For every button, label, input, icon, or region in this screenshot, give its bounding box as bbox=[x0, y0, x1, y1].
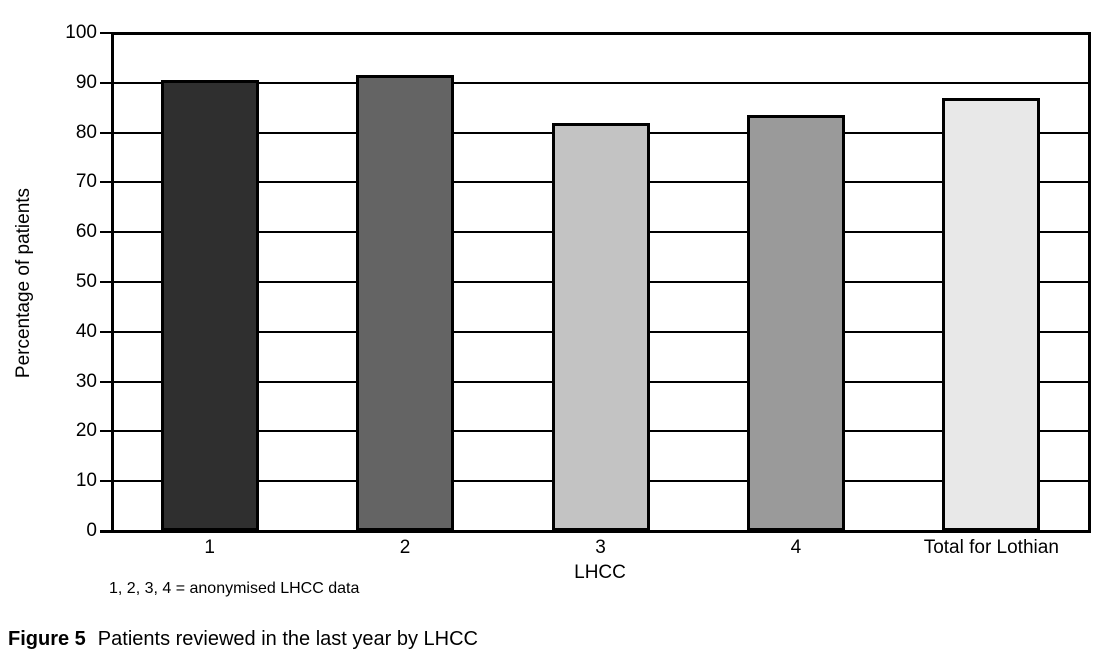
y-tick-label: 90 bbox=[75, 71, 97, 93]
bar-total-for-lothian bbox=[942, 97, 1041, 531]
bar-2 bbox=[356, 75, 455, 531]
x-axis-title: LHCC bbox=[574, 562, 626, 583]
bar-3 bbox=[551, 122, 650, 531]
figure-caption: Figure 5 Patients reviewed in the last ye… bbox=[8, 626, 478, 652]
y-axis-tick bbox=[100, 430, 112, 433]
y-tick-label: 60 bbox=[75, 221, 97, 243]
x-category-label: 3 bbox=[595, 537, 606, 558]
y-axis-tick bbox=[100, 181, 112, 184]
plot-right-border bbox=[1087, 33, 1091, 533]
bar-4 bbox=[746, 115, 845, 531]
figure-caption-label: Figure 5 bbox=[8, 628, 86, 650]
y-axis-tick bbox=[100, 231, 112, 234]
x-axis-line bbox=[100, 529, 1091, 533]
y-axis-tick bbox=[100, 281, 112, 283]
y-axis-tick bbox=[100, 131, 112, 134]
y-tick-label: 100 bbox=[65, 22, 97, 43]
y-axis-line bbox=[110, 33, 114, 533]
y-tick-label: 40 bbox=[75, 320, 97, 342]
x-category-label: Total for Lothian bbox=[923, 537, 1059, 558]
x-category-label: 2 bbox=[399, 537, 411, 558]
y-tick-label: 10 bbox=[75, 470, 97, 492]
y-tick-label: 30 bbox=[75, 370, 97, 392]
y-axis-tick bbox=[100, 480, 112, 483]
figure-caption-text: Patients reviewed in the last year by LH… bbox=[97, 628, 478, 650]
y-tick-label: 50 bbox=[75, 271, 97, 292]
y-tick-label: 0 bbox=[86, 520, 97, 541]
x-category-label: 1 bbox=[204, 537, 215, 558]
y-tick-label: 80 bbox=[75, 121, 97, 143]
y-axis-tick bbox=[100, 330, 112, 333]
y-tick-label: 20 bbox=[75, 420, 97, 442]
y-axis-tick bbox=[100, 32, 112, 34]
gridline bbox=[112, 81, 1091, 84]
bar-1 bbox=[160, 80, 259, 531]
y-tick-label: 70 bbox=[75, 171, 97, 193]
x-category-label: 4 bbox=[790, 537, 802, 558]
y-axis-tick bbox=[100, 81, 112, 84]
gridline bbox=[112, 31, 1091, 35]
y-axis-tick bbox=[100, 380, 112, 383]
footnote: 1, 2, 3, 4 = anonymised LHCC data bbox=[109, 580, 360, 597]
